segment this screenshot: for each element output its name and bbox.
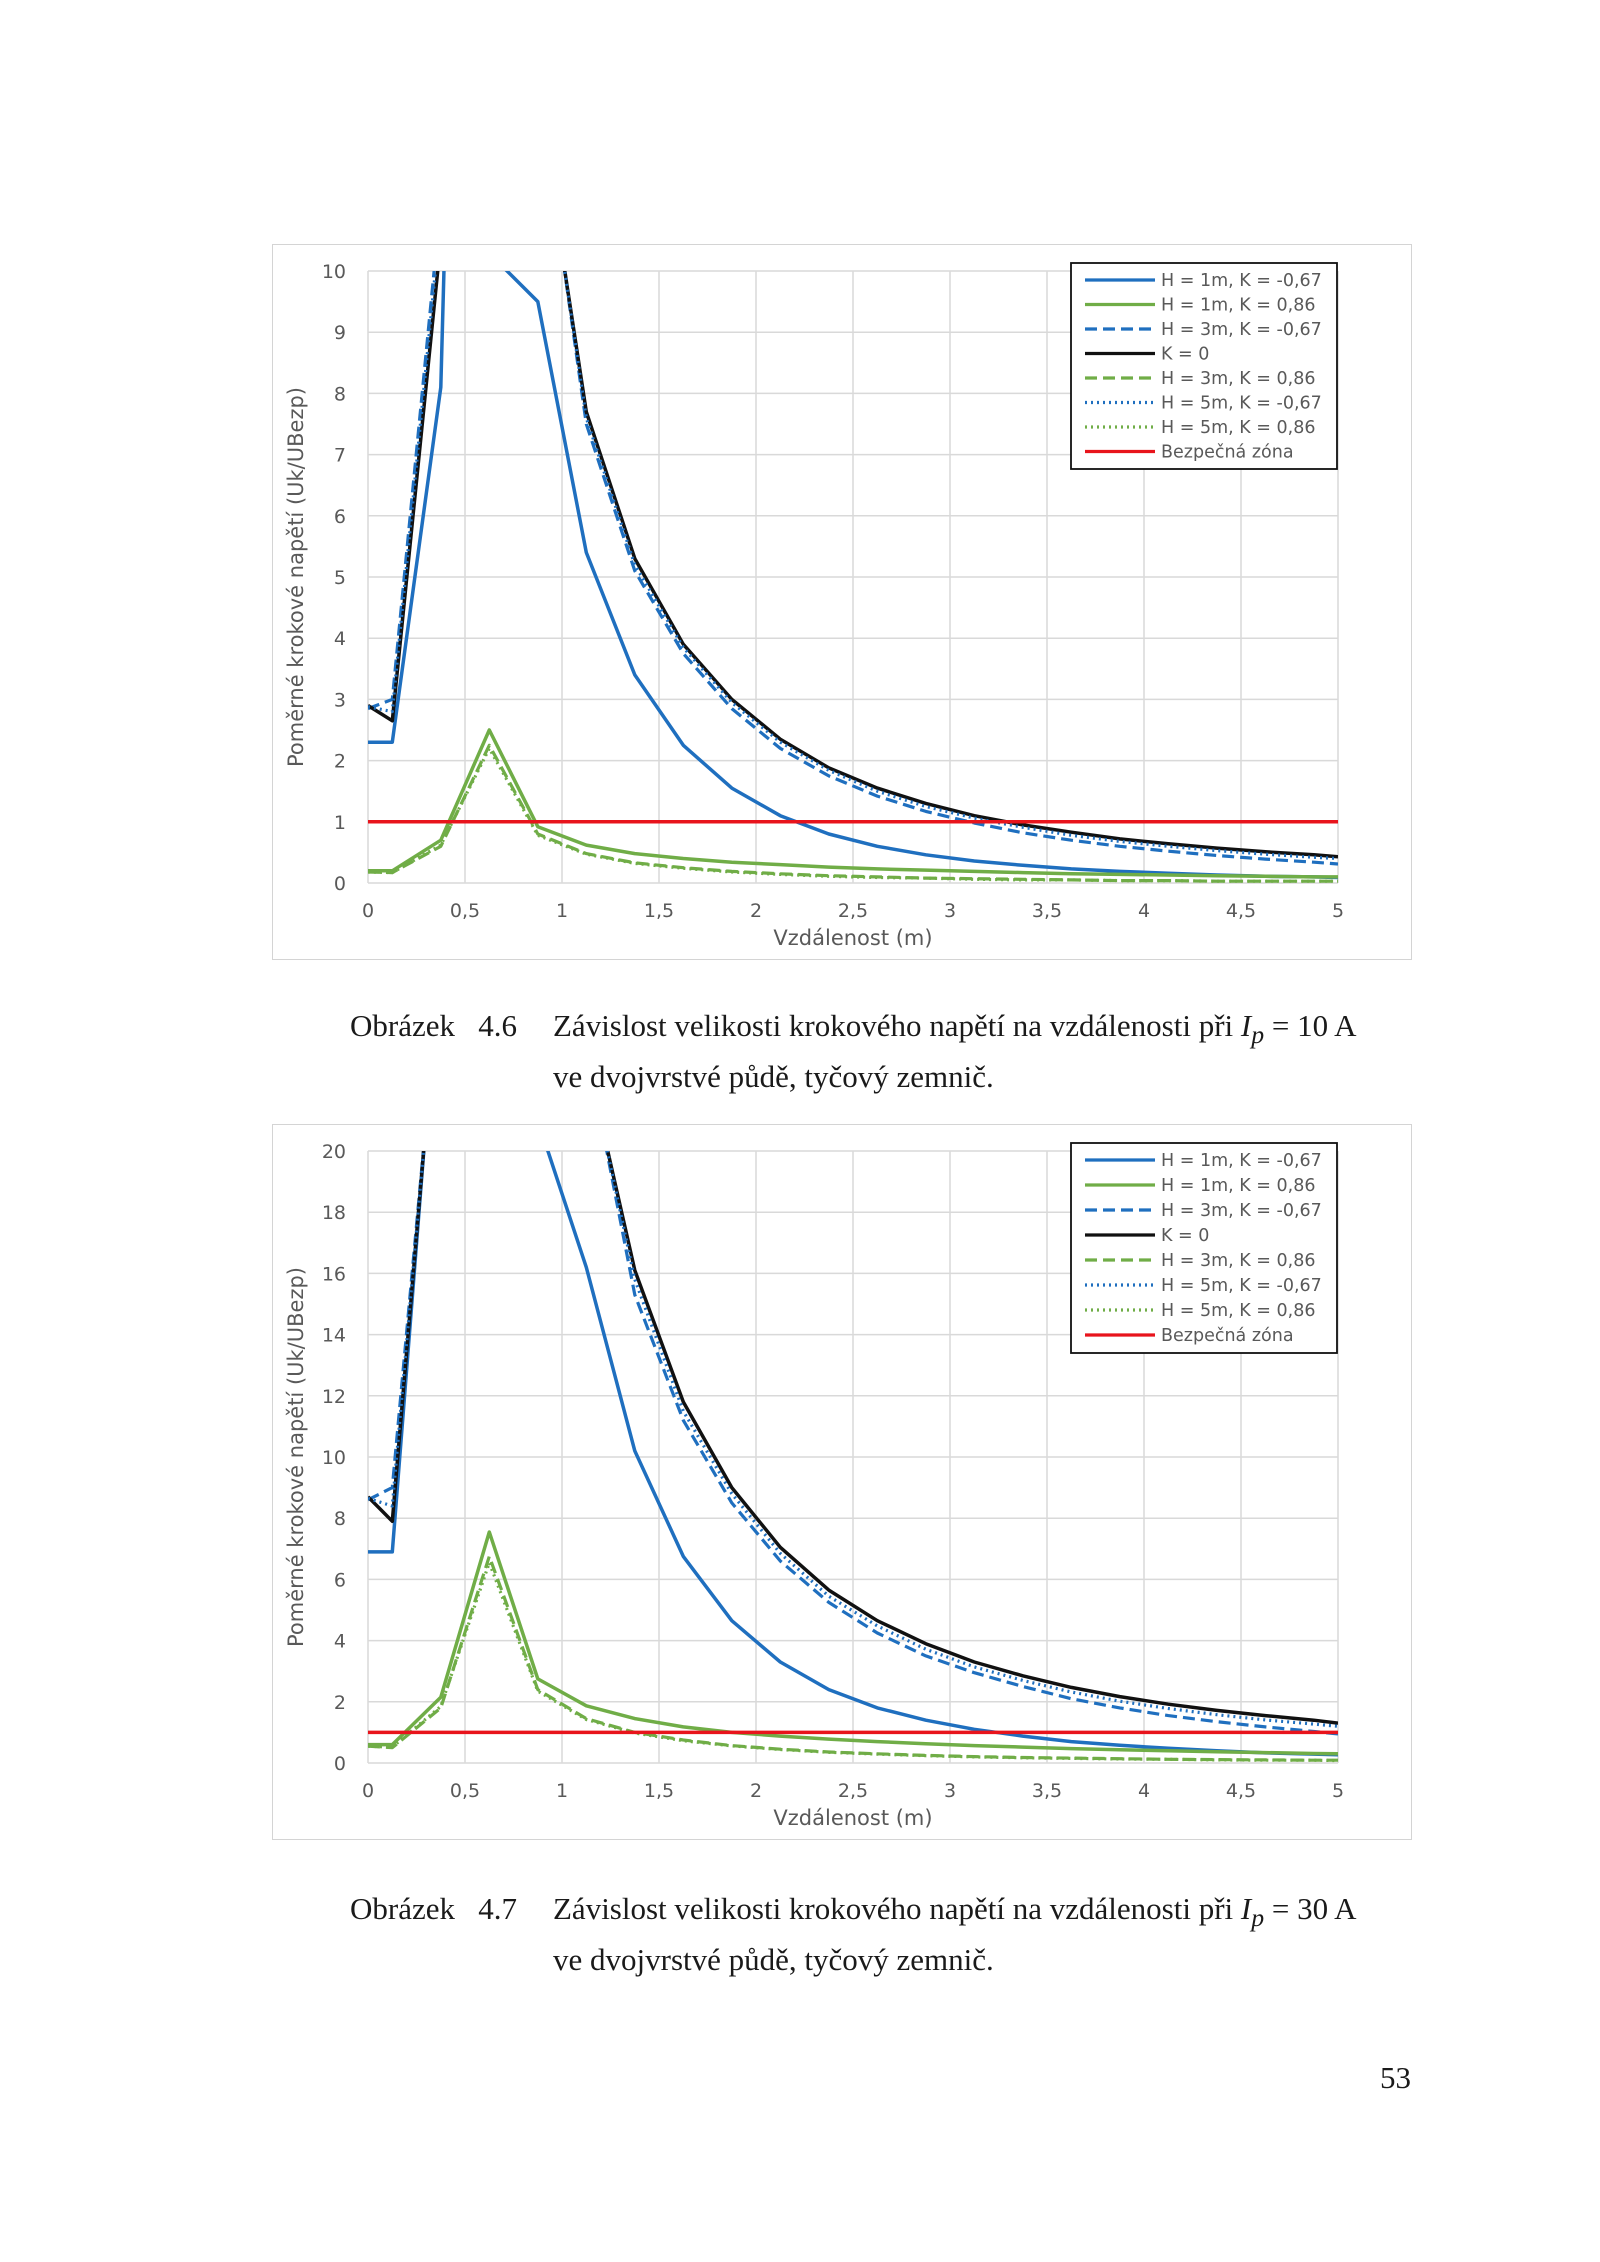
x-tick-label: 2 xyxy=(750,1780,762,1802)
legend-label: H = 3m, K = 0,86 xyxy=(1161,1251,1315,1271)
legend-box xyxy=(1070,1142,1338,1354)
legend-label: K = 0 xyxy=(1161,1226,1209,1246)
series-line-7 xyxy=(368,1561,1338,1763)
y-tick-label: 8 xyxy=(334,1508,346,1530)
x-tick-label: 3 xyxy=(944,1780,956,1802)
figure-4-6-chart: 0 0,5 1 1,5 2 2,5 3 3,5 4 4,5 5 0 1 2 3 4 5 6 7 8 9 10 Vzdálen… xyxy=(272,244,1412,960)
y-tick-label: 6 xyxy=(334,1569,346,1591)
series-line-2 xyxy=(368,728,1338,879)
page-number: 53 xyxy=(1380,2060,1411,2095)
x-tick-label: 4,5 xyxy=(1226,1780,1256,1802)
y-axis-title: Poměrné krokové napětí (Uk/UBezp) xyxy=(284,387,308,767)
x-tick-label: 1 xyxy=(556,1780,568,1802)
x-tick-label: 1,5 xyxy=(644,900,674,922)
x-tick-label: 4 xyxy=(1138,900,1150,922)
x-tick-label: 0 xyxy=(362,900,374,922)
series-line-4 xyxy=(368,1151,1338,1725)
series-line-3 xyxy=(368,1151,1338,1736)
y-tick-label: 4 xyxy=(334,1631,346,1653)
y-tick-label: 14 xyxy=(322,1325,346,1347)
legend-box xyxy=(1070,262,1338,470)
legend-label: K = 0 xyxy=(1161,345,1209,365)
y-tick-label: 8 xyxy=(334,383,346,405)
legend-label: Bezpečná zóna xyxy=(1161,1326,1294,1346)
y-tick-label: 4 xyxy=(334,628,346,650)
y-tick-label: 2 xyxy=(334,1692,346,1714)
legend-label: H = 1m, K = 0,86 xyxy=(1161,1176,1315,1196)
y-tick-label: 18 xyxy=(322,1202,346,1224)
legend-label: H = 3m, K = 0,86 xyxy=(1161,369,1315,389)
y-tick-label: 10 xyxy=(322,261,346,283)
figure-4-7-chart: 0 0,5 1 1,5 2 2,5 3 3,5 4 4,5 5 0 2 4 6 8 10 12 14 16 18 20 Vz… xyxy=(272,1124,1412,1840)
caption-4-7-text: Závislost velikosti krokového napětí na … xyxy=(553,1891,1355,1978)
series-lines xyxy=(368,271,1338,883)
legend-label: H = 5m, K = 0,86 xyxy=(1161,1301,1315,1321)
legend-label: Bezpečná zóna xyxy=(1161,443,1294,463)
legend-label: H = 5m, K = -0,67 xyxy=(1161,1276,1322,1296)
series-line-4 xyxy=(368,271,1338,859)
x-tick-label: 3,5 xyxy=(1032,1780,1062,1802)
legend-label: H = 5m, K = 0,86 xyxy=(1161,418,1315,438)
x-tick-label: 2 xyxy=(750,900,762,922)
caption-4-6-label: Obrázek 4.6 xyxy=(350,1008,517,1043)
x-tick-label: 4 xyxy=(1138,1780,1150,1802)
chart-4-6-svg: 0 0,5 1 1,5 2 2,5 3 3,5 4 4,5 5 0 1 2 3 4 5 6 7 8 9 10 Vzdálen… xyxy=(284,261,1344,950)
x-tick-label: 0,5 xyxy=(450,900,480,922)
y-tick-label: 10 xyxy=(322,1447,346,1469)
y-tick-label: 0 xyxy=(334,1753,346,1775)
legend: H = 1m, K = -0,67 H = 1m, K = 0,86 H = 3m,… xyxy=(1070,262,1338,470)
x-tick-label: 5 xyxy=(1332,900,1344,922)
y-tick-label: 3 xyxy=(334,689,346,711)
legend-label: H = 1m, K = -0,67 xyxy=(1161,271,1322,291)
y-tick-label: 0 xyxy=(334,873,346,895)
legend-label: H = 3m, K = -0,67 xyxy=(1161,1201,1322,1221)
x-tick-label: 3,5 xyxy=(1032,900,1062,922)
y-tick-label: 9 xyxy=(334,322,346,344)
caption-4-6-text: Závislost velikosti krokového napětí na … xyxy=(553,1008,1355,1095)
x-tick-label: 2,5 xyxy=(838,900,868,922)
y-tick-label: 16 xyxy=(322,1263,346,1285)
x-tick-label: 1 xyxy=(556,900,568,922)
series-line-6 xyxy=(368,271,1338,861)
legend-label: H = 1m, K = -0,67 xyxy=(1161,1151,1322,1171)
y-tick-label: 12 xyxy=(322,1386,346,1408)
legend: H = 1m, K = -0,67 H = 1m, K = 0,86 H = 3m,… xyxy=(1070,1142,1338,1354)
x-axis-title: Vzdálenost (m) xyxy=(773,1806,932,1830)
legend-label: H = 3m, K = -0,67 xyxy=(1161,320,1322,340)
y-tick-label: 1 xyxy=(334,812,346,834)
x-tick-label: 5 xyxy=(1332,1780,1344,1802)
y-tick-label: 5 xyxy=(334,567,346,589)
series-line-2 xyxy=(368,1530,1338,1756)
x-tick-label: 2,5 xyxy=(838,1780,868,1802)
series-lines xyxy=(368,1151,1338,1763)
y-tick-label: 6 xyxy=(334,506,346,528)
chart-4-7-svg: 0 0,5 1 1,5 2 2,5 3 3,5 4 4,5 5 0 2 4 6 8 10 12 14 16 18 20 Vz… xyxy=(284,1141,1344,1830)
x-tick-label: 1,5 xyxy=(644,1780,674,1802)
y-tick-label: 2 xyxy=(334,751,346,773)
x-tick-label: 0 xyxy=(362,1780,374,1802)
y-axis-title: Poměrné krokové napětí (Uk/UBezp) xyxy=(284,1267,308,1647)
series-line-5 xyxy=(368,1554,1338,1762)
legend-label: H = 5m, K = -0,67 xyxy=(1161,394,1322,414)
series-line-7 xyxy=(368,746,1338,883)
x-tick-label: 3 xyxy=(944,900,956,922)
caption-4-7-label: Obrázek 4.7 xyxy=(350,1891,517,1926)
x-tick-label: 0,5 xyxy=(450,1780,480,1802)
x-tick-label: 4,5 xyxy=(1226,900,1256,922)
legend-label: H = 1m, K = 0,86 xyxy=(1161,296,1315,316)
y-tick-label: 7 xyxy=(334,445,346,467)
x-axis-title: Vzdálenost (m) xyxy=(773,926,932,950)
y-tick-label: 20 xyxy=(322,1141,346,1163)
